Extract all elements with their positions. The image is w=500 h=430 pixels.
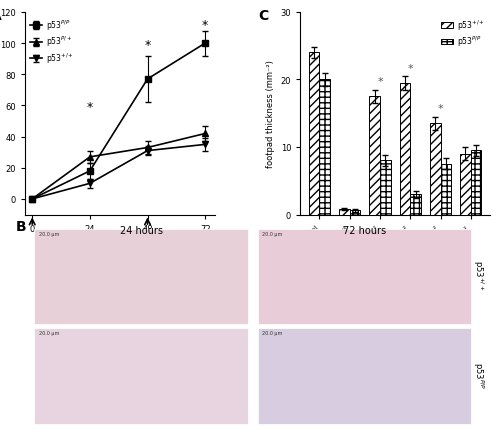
Text: p53$^{+/+}$: p53$^{+/+}$ bbox=[471, 259, 486, 289]
Bar bbox=[410, 195, 421, 215]
Bar bbox=[34, 230, 248, 325]
Bar bbox=[309, 53, 320, 215]
Bar bbox=[471, 151, 482, 215]
Text: *: * bbox=[438, 104, 444, 114]
Bar bbox=[380, 161, 390, 215]
Text: C: C bbox=[258, 9, 268, 23]
Bar bbox=[440, 164, 451, 215]
Text: 24 hours: 24 hours bbox=[120, 226, 163, 236]
Text: *: * bbox=[408, 64, 413, 74]
Bar bbox=[34, 329, 248, 424]
Bar bbox=[370, 97, 380, 215]
Bar bbox=[460, 154, 471, 215]
Bar bbox=[339, 209, 349, 215]
Y-axis label: footpad thickness (mm⁻²): footpad thickness (mm⁻²) bbox=[266, 60, 275, 168]
X-axis label: Hours post UV: Hours post UV bbox=[80, 239, 159, 249]
Text: B: B bbox=[16, 220, 26, 233]
Text: *: * bbox=[144, 39, 150, 52]
Text: *: * bbox=[86, 101, 93, 114]
Text: 20.0 μm: 20.0 μm bbox=[39, 232, 60, 236]
Text: *: * bbox=[202, 18, 208, 31]
Legend: p53$^{+/+}$, p53$^{P/P}$: p53$^{+/+}$, p53$^{P/P}$ bbox=[440, 17, 486, 51]
Text: 72 hours: 72 hours bbox=[343, 226, 386, 236]
Text: A: A bbox=[0, 9, 2, 23]
Text: 20.0 μm: 20.0 μm bbox=[39, 331, 60, 336]
Bar bbox=[258, 230, 472, 325]
Bar bbox=[430, 124, 440, 215]
Text: 20.0 μm: 20.0 μm bbox=[262, 331, 282, 336]
Text: 20.0 μm: 20.0 μm bbox=[262, 232, 282, 236]
Bar bbox=[258, 329, 472, 424]
Bar bbox=[350, 211, 360, 215]
Bar bbox=[400, 83, 410, 215]
Legend: p53$^{P/P}$, p53$^{P/+}$, p53$^{+/+}$: p53$^{P/P}$, p53$^{P/+}$, p53$^{+/+}$ bbox=[29, 17, 75, 68]
Bar bbox=[320, 80, 330, 215]
Text: p53$^{P/P}$: p53$^{P/P}$ bbox=[471, 362, 486, 389]
Text: *: * bbox=[377, 77, 383, 87]
